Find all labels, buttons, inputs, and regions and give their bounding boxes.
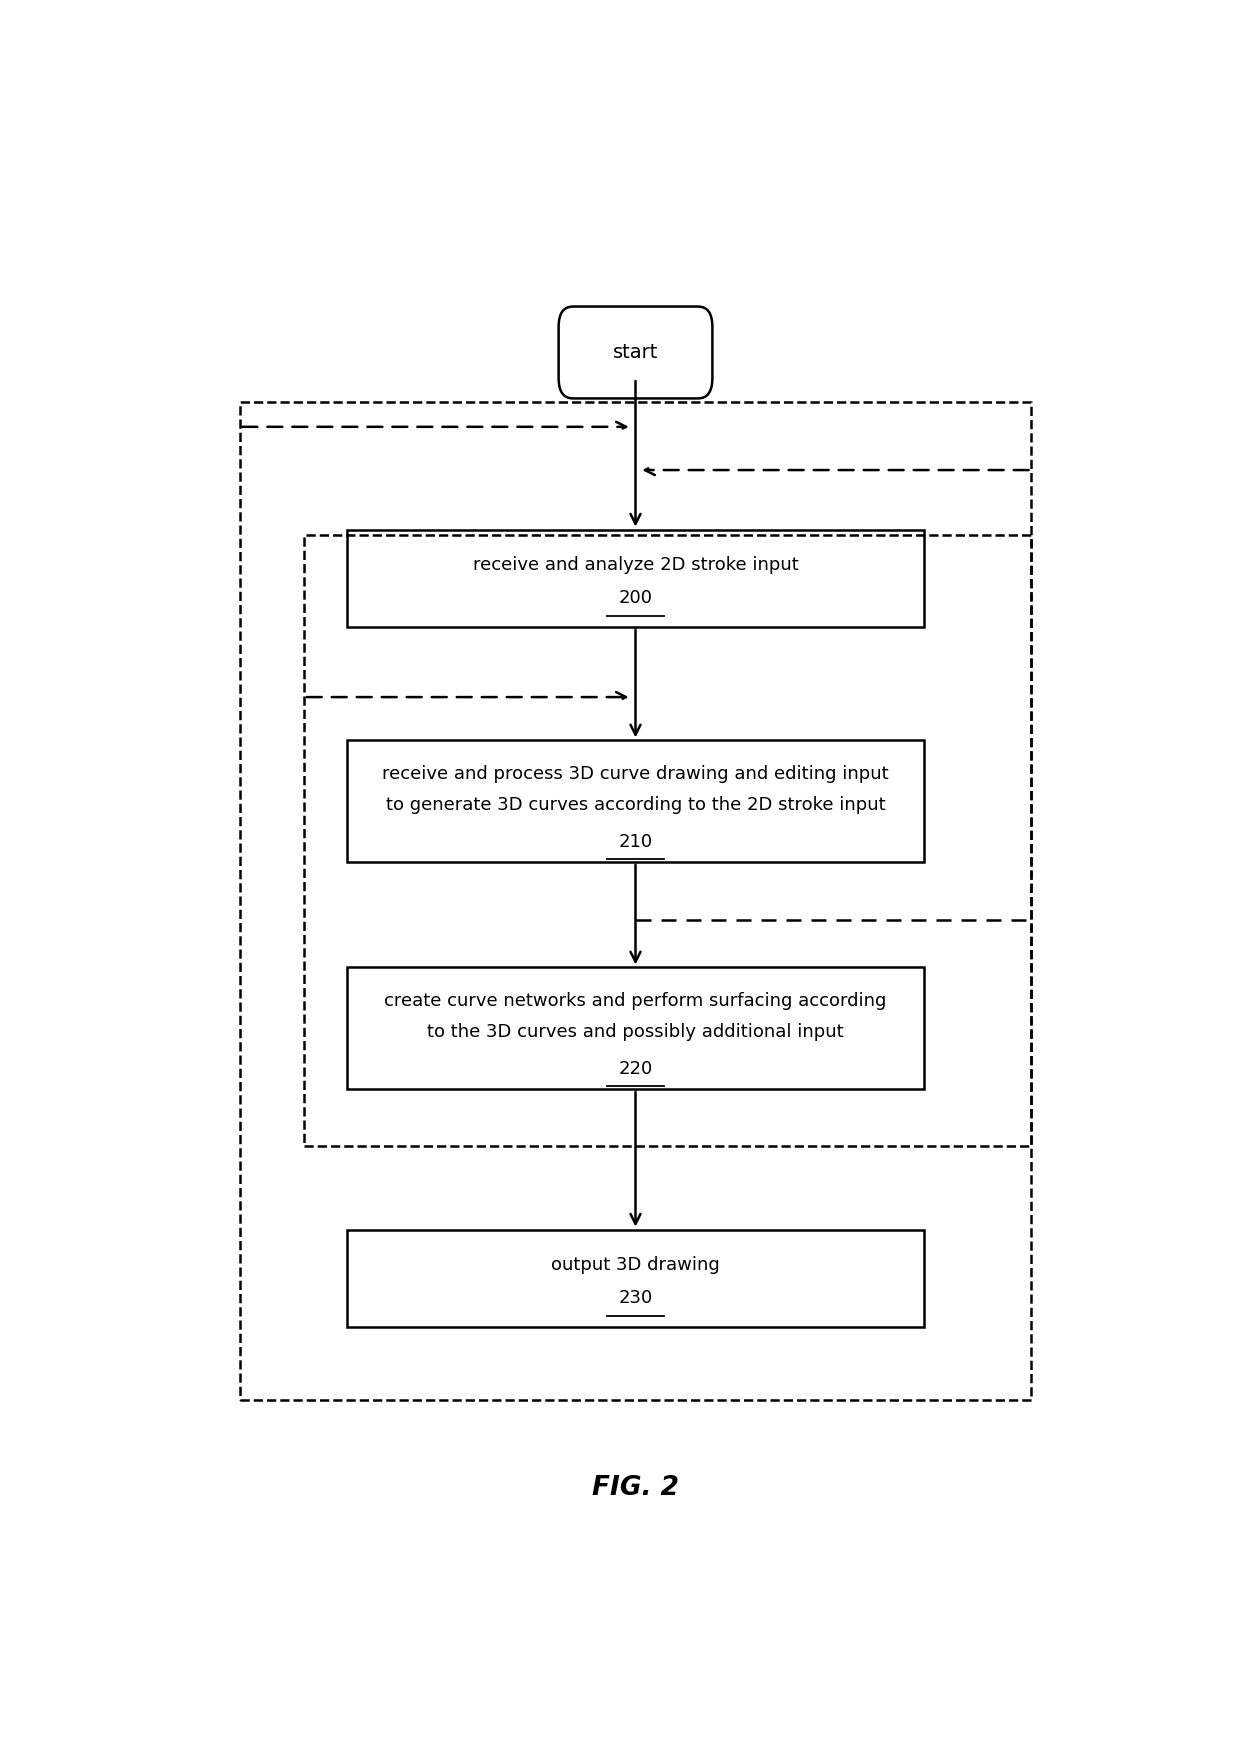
Text: receive and analyze 2D stroke input: receive and analyze 2D stroke input xyxy=(472,556,799,574)
Bar xyxy=(347,1230,924,1327)
Text: create curve networks and perform surfacing according: create curve networks and perform surfac… xyxy=(384,992,887,1011)
Text: output 3D drawing: output 3D drawing xyxy=(551,1255,720,1274)
Text: receive and process 3D curve drawing and editing input: receive and process 3D curve drawing and… xyxy=(382,765,889,783)
Bar xyxy=(347,967,924,1088)
Text: FIG. 2: FIG. 2 xyxy=(591,1474,680,1501)
Bar xyxy=(347,741,924,862)
Text: 230: 230 xyxy=(619,1290,652,1307)
Text: 200: 200 xyxy=(619,590,652,607)
Text: 220: 220 xyxy=(619,1060,652,1078)
Bar xyxy=(347,530,924,627)
Text: to generate 3D curves according to the 2D stroke input: to generate 3D curves according to the 2… xyxy=(386,797,885,814)
FancyBboxPatch shape xyxy=(558,307,712,398)
Text: start: start xyxy=(613,342,658,362)
Text: 210: 210 xyxy=(619,832,652,851)
Text: to the 3D curves and possibly additional input: to the 3D curves and possibly additional… xyxy=(428,1023,843,1041)
